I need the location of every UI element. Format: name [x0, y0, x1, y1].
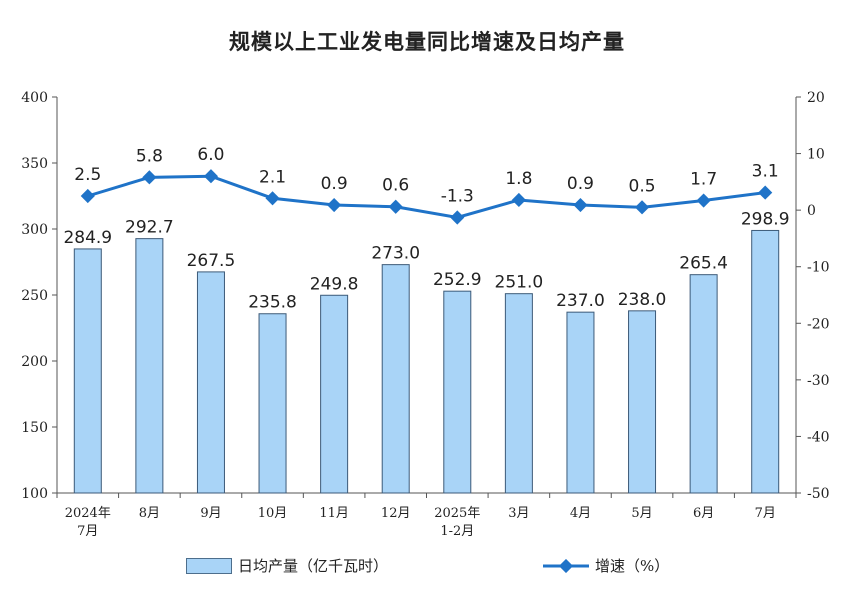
growth-point [80, 188, 95, 204]
y-left-tick-label: 150 [21, 420, 48, 436]
growth-point [696, 193, 711, 208]
y-left-tick-label: 400 [21, 90, 48, 106]
bar-value-label: 273.0 [371, 244, 420, 264]
x-tick-label: 3月 [508, 506, 529, 521]
growth-value-label: 2.5 [74, 165, 101, 185]
y-right-tick-label: 20 [807, 90, 825, 106]
bar-value-label: 238.0 [618, 290, 667, 310]
growth-point [758, 185, 773, 200]
bar [320, 294, 349, 494]
y-right-tick-label: 10 [807, 147, 825, 163]
growth-value-label: 2.1 [259, 167, 286, 187]
bar-value-label: 249.8 [310, 274, 359, 294]
bar-value-label: 267.5 [187, 251, 236, 271]
legend-bar-swatch [186, 557, 232, 574]
growth-line [87, 174, 766, 220]
bar-value-label: 265.4 [679, 254, 728, 274]
growth-point [573, 197, 588, 213]
bar-value-label: 284.9 [63, 228, 112, 248]
bar [504, 293, 533, 494]
y-right-tick-label: -10 [807, 260, 830, 276]
bar [689, 274, 718, 494]
growth-value-label: 0.5 [629, 176, 656, 196]
growth-point [203, 169, 219, 184]
growth-value-label: 3.1 [752, 162, 779, 182]
y-right-tick-label: -40 [807, 429, 830, 445]
bar [628, 310, 657, 494]
x-tick-label: 10月 [258, 506, 288, 521]
bar-value-label: 251.0 [495, 273, 544, 293]
growth-value-label: 1.7 [690, 170, 717, 190]
y-left-tick-label: 350 [21, 156, 48, 172]
bar-value-label: 235.8 [248, 293, 297, 313]
bar [196, 271, 225, 494]
y-left-tick-label: 250 [21, 288, 48, 304]
x-tick-label: 12月 [381, 506, 411, 521]
growth-value-label: -1.3 [441, 186, 474, 206]
legend-line-label: 增速（%） [595, 557, 670, 575]
bar [73, 248, 102, 494]
bar-value-label: 252.9 [433, 270, 482, 290]
growth-value-label: 1.8 [505, 169, 532, 189]
bar-value-label: 292.7 [125, 218, 174, 238]
legend-bar-label: 日均产量（亿千瓦时） [238, 557, 389, 575]
y-left-tick-label: 100 [21, 486, 48, 502]
bar [135, 238, 164, 494]
y-right-tick-label: -30 [807, 373, 830, 389]
y-right-tick-label: 0 [807, 203, 816, 219]
growth-value-label: 0.9 [567, 174, 594, 194]
bar-value-label: 298.9 [741, 209, 790, 229]
x-tick-label: 7月 [755, 506, 776, 521]
growth-point [450, 210, 465, 225]
growth-value-label: 5.8 [136, 146, 163, 166]
legend-line-swatch [543, 558, 589, 573]
growth-point [327, 197, 342, 213]
y-right-tick-label: -20 [807, 316, 830, 332]
growth-point [388, 199, 403, 214]
y-left-tick-label: 300 [21, 222, 48, 238]
y-left-tick-label: 200 [21, 354, 48, 370]
legend-bar: 日均产量（亿千瓦时） [186, 555, 388, 576]
x-tick-label: 2025年 [434, 506, 480, 521]
bar [381, 264, 410, 494]
x-tick-label: 2024年 [65, 506, 111, 521]
bar-value-label: 237.0 [556, 291, 605, 311]
x-tick-label: 9月 [200, 506, 221, 521]
legend-line: 增速（%） [543, 555, 669, 576]
x-tick-label: 1-2月 [440, 524, 474, 539]
growth-point [142, 170, 157, 185]
bar [258, 313, 287, 494]
x-tick-label: 8月 [139, 506, 160, 521]
growth-value-label: 0.6 [382, 176, 409, 196]
growth-point [265, 191, 280, 206]
x-tick-label: 6月 [693, 506, 714, 521]
growth-value-label: 0.9 [321, 174, 348, 194]
bar [566, 311, 595, 494]
x-tick-label: 7月 [77, 524, 98, 539]
x-tick-label: 4月 [570, 506, 591, 521]
chart-title: 规模以上工业发电量同比增速及日均产量 [229, 30, 625, 54]
growth-point [634, 200, 650, 215]
x-tick-label: 11月 [319, 506, 349, 521]
y-right-tick-label: -50 [807, 486, 830, 502]
growth-point [511, 192, 526, 208]
bar [751, 229, 780, 494]
bar [443, 290, 472, 494]
growth-value-label: 6.0 [197, 145, 224, 165]
x-tick-label: 5月 [631, 506, 652, 521]
